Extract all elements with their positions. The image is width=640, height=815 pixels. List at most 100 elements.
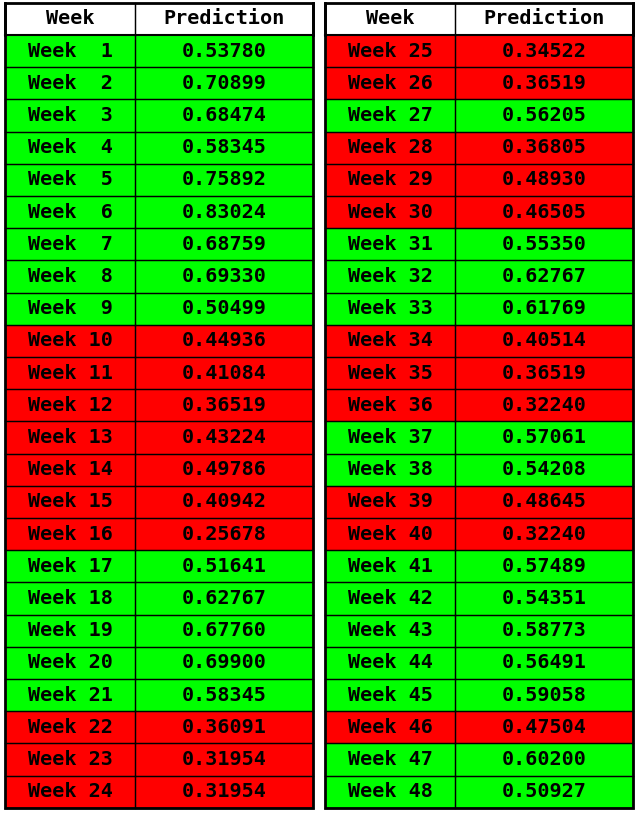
Text: 0.68474: 0.68474 [182,106,266,125]
Text: 0.40942: 0.40942 [182,492,266,511]
Text: Week 11: Week 11 [28,363,113,382]
Bar [325,228,633,261]
Text: Week  2: Week 2 [28,74,113,93]
Text: Week 47: Week 47 [348,750,433,769]
Text: 0.58345: 0.58345 [182,685,266,705]
Text: Week 12: Week 12 [28,396,113,415]
Text: Week  1: Week 1 [28,42,113,60]
Text: 0.36519: 0.36519 [182,396,266,415]
Text: Week 18: Week 18 [28,589,113,608]
Bar [5,518,313,550]
Bar [325,454,633,486]
Bar [325,261,633,293]
Bar [5,679,313,711]
Text: Week 43: Week 43 [348,621,433,641]
Bar [325,3,633,35]
Text: Week 28: Week 28 [348,139,433,157]
Text: Week: Week [45,10,94,29]
Text: 0.25678: 0.25678 [182,525,266,544]
Text: 0.46505: 0.46505 [502,203,586,222]
Bar [325,615,633,647]
Bar [5,35,313,67]
Text: 0.34522: 0.34522 [502,42,586,60]
Bar [5,390,313,421]
Text: Week 23: Week 23 [28,750,113,769]
Text: Week: Week [365,10,414,29]
Text: Week 14: Week 14 [28,460,113,479]
Bar [5,99,313,131]
Bar [5,357,313,390]
Text: 0.58345: 0.58345 [182,139,266,157]
Text: Week 46: Week 46 [348,718,433,737]
Bar [325,647,633,679]
Text: Week 17: Week 17 [28,557,113,576]
Text: Week 37: Week 37 [348,428,433,447]
Text: Week  4: Week 4 [28,139,113,157]
Text: Week 41: Week 41 [348,557,433,576]
Text: 0.68759: 0.68759 [182,235,266,253]
Bar [325,293,633,325]
Text: 0.51641: 0.51641 [182,557,266,576]
Bar [5,550,313,583]
Text: 0.36805: 0.36805 [502,139,586,157]
Text: 0.60200: 0.60200 [502,750,586,769]
Text: Week 48: Week 48 [348,782,433,801]
Text: 0.31954: 0.31954 [182,750,266,769]
Text: 0.48930: 0.48930 [502,170,586,189]
Text: 0.54351: 0.54351 [502,589,586,608]
Text: Week 45: Week 45 [348,685,433,705]
Bar [325,743,633,776]
Text: 0.44936: 0.44936 [182,332,266,350]
Bar [325,711,633,743]
Bar [5,776,313,808]
Bar [325,35,633,67]
Text: Week 39: Week 39 [348,492,433,511]
Text: 0.61769: 0.61769 [502,299,586,318]
Bar [5,743,313,776]
Bar [5,164,313,196]
Bar [325,357,633,390]
Text: Week  8: Week 8 [28,267,113,286]
Text: 0.62767: 0.62767 [502,267,586,286]
Text: 0.32240: 0.32240 [502,525,586,544]
Text: Week 22: Week 22 [28,718,113,737]
Text: 0.50927: 0.50927 [502,782,586,801]
Bar [325,679,633,711]
Text: Week 34: Week 34 [348,332,433,350]
Text: 0.36519: 0.36519 [502,74,586,93]
Text: Week 21: Week 21 [28,685,113,705]
Bar [325,3,633,808]
Text: Week 27: Week 27 [348,106,433,125]
Bar [325,390,633,421]
Bar [5,486,313,518]
Bar [5,293,313,325]
Bar [325,196,633,228]
Text: Prediction: Prediction [163,10,285,29]
Bar [325,486,633,518]
Text: 0.50499: 0.50499 [182,299,266,318]
Text: Week 40: Week 40 [348,525,433,544]
Bar [325,131,633,164]
Bar [5,615,313,647]
Text: 0.75892: 0.75892 [182,170,266,189]
Bar [325,421,633,454]
Text: 0.58773: 0.58773 [502,621,586,641]
Bar [325,776,633,808]
Bar [5,711,313,743]
Bar [325,325,633,357]
Bar [325,67,633,99]
Bar [5,421,313,454]
Text: Week 26: Week 26 [348,74,433,93]
Text: Week 32: Week 32 [348,267,433,286]
Bar [325,164,633,196]
Text: 0.69900: 0.69900 [182,654,266,672]
Bar [325,583,633,615]
Text: 0.56205: 0.56205 [502,106,586,125]
Text: Week 42: Week 42 [348,589,433,608]
Text: Week  9: Week 9 [28,299,113,318]
Bar [5,196,313,228]
Text: Week 15: Week 15 [28,492,113,511]
Bar [5,67,313,99]
Text: Week 38: Week 38 [348,460,433,479]
Text: 0.55350: 0.55350 [502,235,586,253]
